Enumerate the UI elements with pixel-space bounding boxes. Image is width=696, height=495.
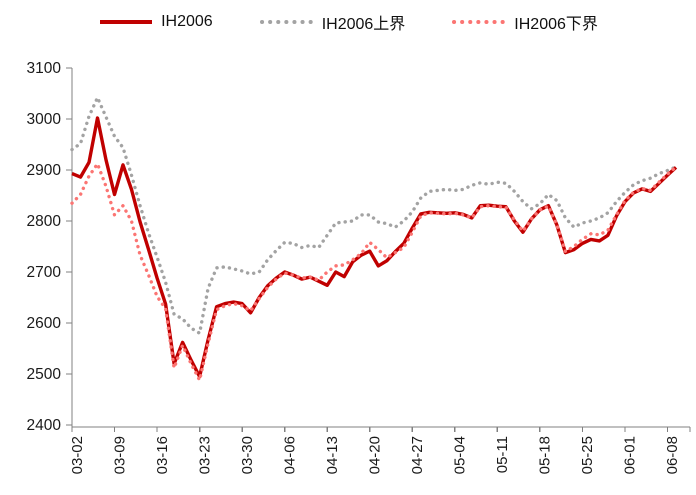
legend-label: IH2006 xyxy=(161,13,213,30)
legend-swatch-dotted-line-icon xyxy=(452,20,508,24)
legend-item-ih2006-upper: IH2006上界 xyxy=(259,10,406,34)
x-tick-label: 03-09 xyxy=(111,436,128,474)
legend-item-ih2006: IH2006 xyxy=(98,13,213,31)
x-tick-label: 03-30 xyxy=(239,436,256,474)
x-tick-label: 05-04 xyxy=(452,436,469,474)
series-line-2 xyxy=(70,162,678,382)
x-tick-label: 05-25 xyxy=(579,436,596,474)
y-tick-label: 2600 xyxy=(27,315,62,332)
y-tick-label: 2400 xyxy=(27,417,62,434)
axes xyxy=(71,68,690,428)
x-tick-label: 06-08 xyxy=(664,436,681,474)
legend-swatch-solid-line-icon xyxy=(100,20,153,24)
y-tick-label: 3100 xyxy=(27,60,62,77)
x-axis-ticks: 03-02 03-09 03-16 03-23 03-30 04-06 04-13 04-20… xyxy=(69,427,691,474)
y-tick-label: 2700 xyxy=(27,264,62,281)
legend-label: IH2006下界 xyxy=(514,16,598,33)
legend-item-ih2006-lower: IH2006下界 xyxy=(451,10,598,34)
x-tick-label: 04-20 xyxy=(366,436,383,474)
x-tick-label: 05-11 xyxy=(494,436,511,473)
x-tick-label: 03-23 xyxy=(196,436,213,474)
y-tick-label: 3000 xyxy=(27,111,62,128)
x-tick-label: 05-18 xyxy=(537,436,554,474)
x-tick-label: 04-13 xyxy=(324,436,341,474)
y-axis-ticks: 2400 2500 2600 2700 2800 2900 3000 3100 xyxy=(27,60,72,434)
y-tick-label: 2800 xyxy=(27,213,62,230)
y-tick-label: 2900 xyxy=(27,162,62,179)
x-tick-label: 03-16 xyxy=(154,436,171,474)
x-tick-label: 04-27 xyxy=(409,436,426,474)
x-tick-label: 06-01 xyxy=(622,436,639,474)
legend: IH2006 IH2006上界 IH2006下界 xyxy=(0,10,696,34)
legend-swatch-dotted-line-icon xyxy=(259,20,315,24)
series-line-1 xyxy=(70,95,678,335)
legend-label: IH2006上界 xyxy=(321,16,406,33)
y-tick-label: 2500 xyxy=(27,366,62,383)
x-tick-label: 03-02 xyxy=(69,436,86,474)
x-tick-label: 04-06 xyxy=(281,436,298,474)
